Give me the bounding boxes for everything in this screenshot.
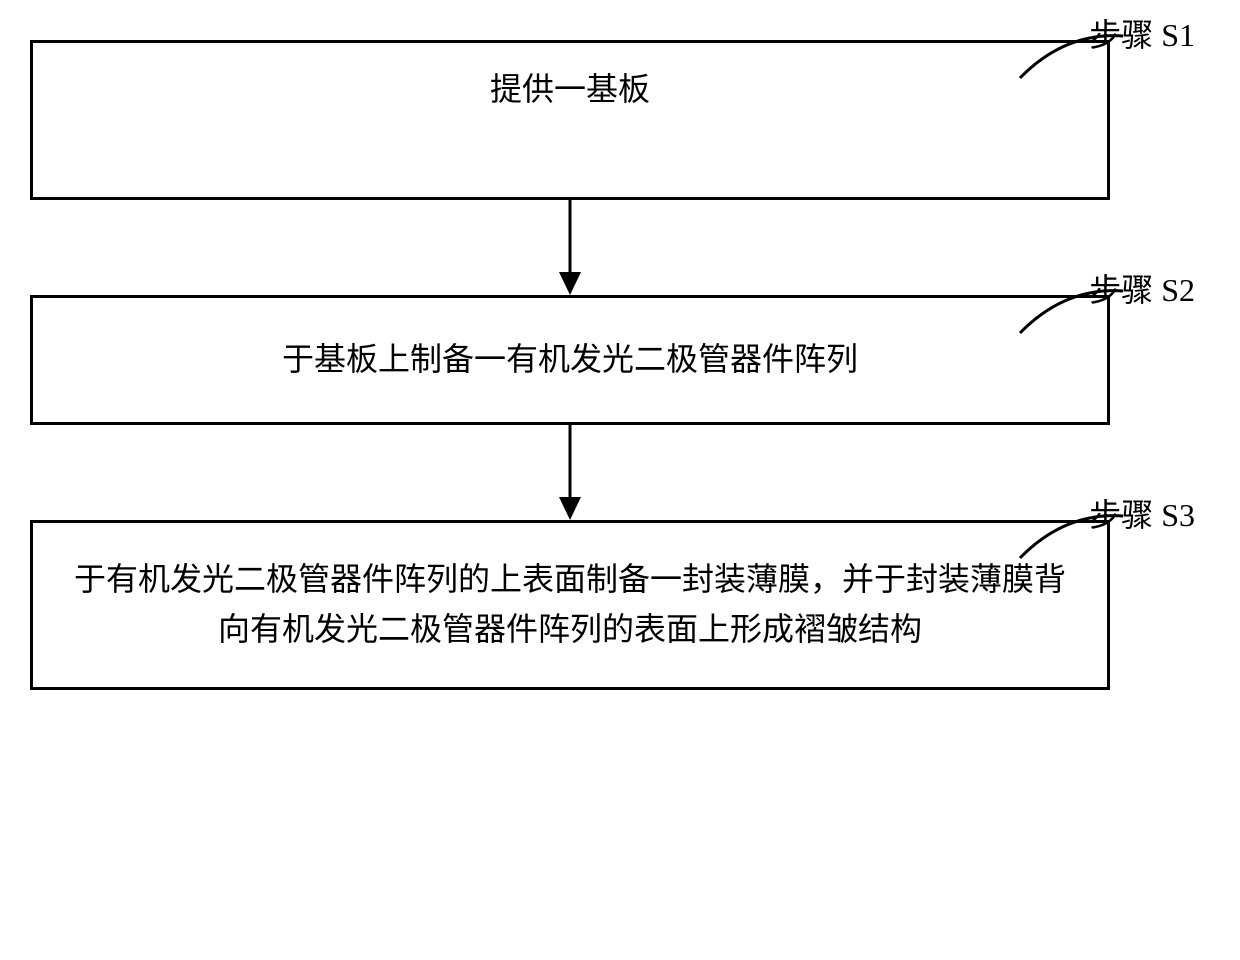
arrow-s1-s2 <box>30 200 1110 295</box>
step-s2-text: 于基板上制备一有机发光二极管器件阵列 <box>282 335 858 385</box>
step-s2-label: 步骤 S2 <box>1089 265 1195 311</box>
step-s1-label: 步骤 S1 <box>1089 10 1195 56</box>
step-s2-box: 于基板上制备一有机发光二极管器件阵列 <box>30 295 1110 425</box>
flowchart: 步骤 S1 提供一基板 步骤 S2 于基板上制备一有机发光二极管器件阵列 步骤 … <box>30 40 1110 690</box>
step-s3-text: 于有机发光二极管器件阵列的上表面制备一封装薄膜，并于封装薄膜背向有机发光二极管器… <box>63 555 1077 654</box>
step-s1-box: 提供一基板 <box>30 40 1110 200</box>
step-s3-box: 于有机发光二极管器件阵列的上表面制备一封装薄膜，并于封装薄膜背向有机发光二极管器… <box>30 520 1110 690</box>
step-s3-label: 步骤 S3 <box>1089 490 1195 536</box>
step-s1-text: 提供一基板 <box>490 65 650 115</box>
arrow-s2-s3 <box>30 425 1110 520</box>
